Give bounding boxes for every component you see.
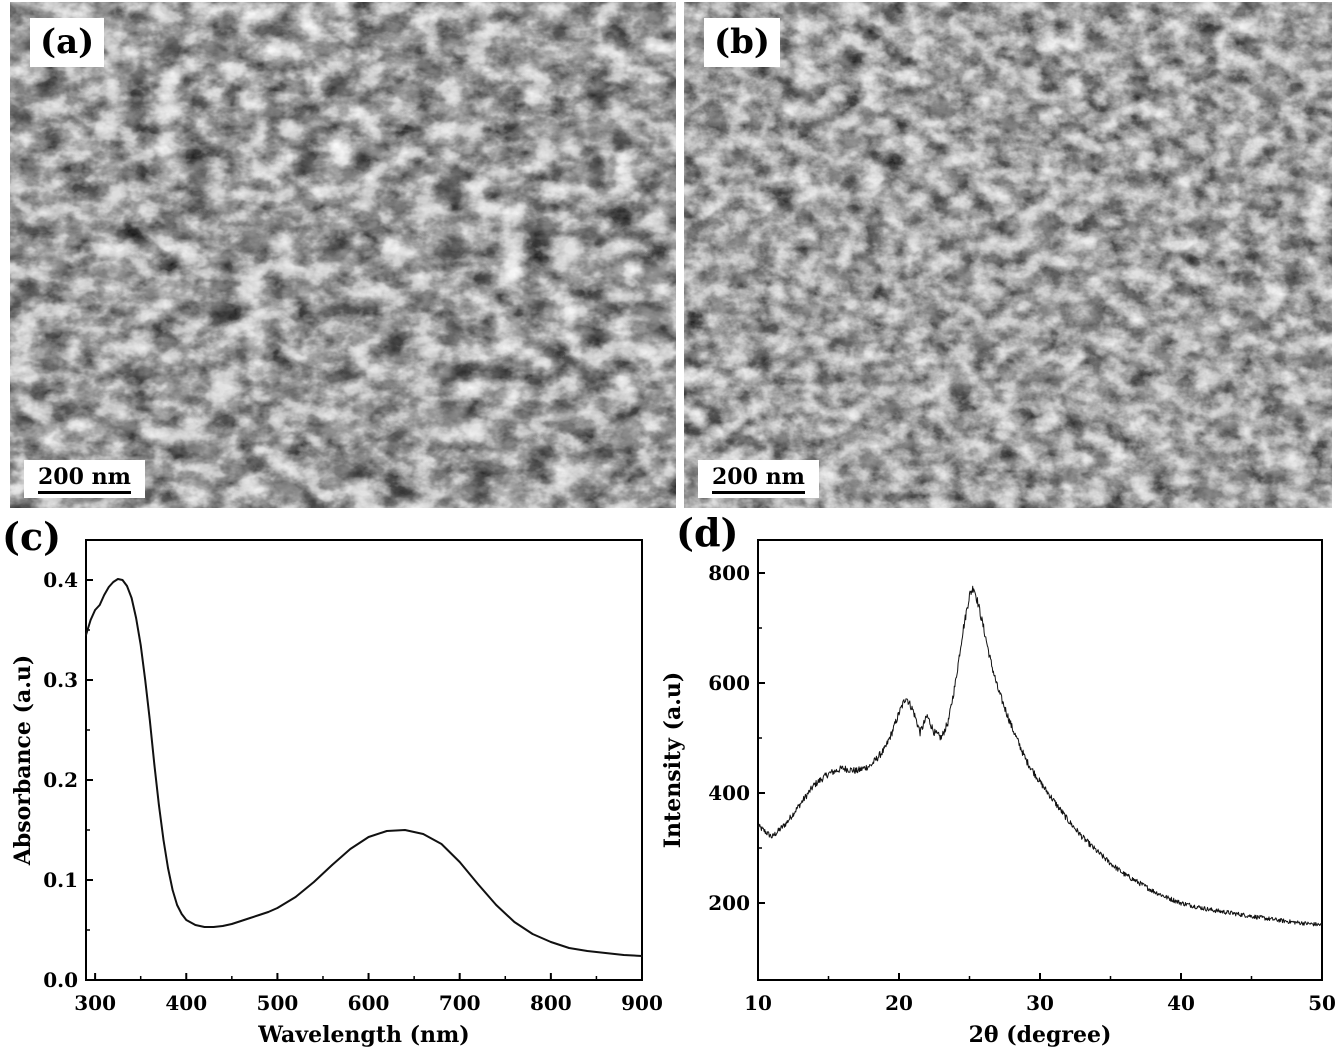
panel-label-b: (b) — [704, 18, 780, 67]
absorbance-x-tick-label: 700 — [439, 991, 481, 1015]
absorbance-data-point — [313, 881, 315, 883]
absorbance-data-point — [139, 644, 142, 646]
absorbance-data-point — [267, 911, 270, 913]
xrd-x-tick-label: 30 — [1026, 991, 1054, 1015]
absorbance-data-point — [94, 609, 96, 611]
xrd-x-tick-label: 20 — [885, 991, 913, 1015]
xrd-data-point — [973, 586, 974, 587]
absorbance-x-axis-label: Wavelength (nm) — [257, 1022, 469, 1048]
absorbance-data-point — [158, 804, 160, 806]
scale-bar-a: 200 nm — [24, 460, 145, 498]
absorbance-data-point — [231, 923, 233, 925]
absorbance-data-point — [477, 883, 479, 885]
absorbance-x-tick-label: 400 — [165, 991, 207, 1015]
absorbance-data-point — [126, 585, 128, 587]
absorbance-data-point — [153, 764, 156, 766]
absorbance-data-point — [367, 836, 370, 838]
absorbance-data-point — [513, 921, 516, 923]
absorbance-data-point — [180, 913, 183, 915]
xrd-y-tick-label: 800 — [708, 561, 750, 585]
absorbance-data-point — [117, 578, 119, 580]
absorbance-x-tick-label: 800 — [530, 991, 572, 1015]
absorbance-data-point — [531, 933, 534, 935]
xrd-x-tick-label: 40 — [1167, 991, 1195, 1015]
absorbance-data-point — [604, 952, 607, 954]
absorbance-data-point — [622, 954, 625, 956]
absorbance-data-point — [176, 904, 178, 906]
absorbance-data-point — [276, 907, 279, 909]
absorbance-data-point — [495, 904, 497, 906]
xrd-data-point — [906, 696, 907, 697]
absorbance-data-point — [135, 617, 137, 619]
absorbance-data-point — [349, 848, 352, 850]
absorbance-data-point — [212, 926, 215, 928]
absorbance-data-point — [149, 719, 151, 721]
absorbance-data-point — [331, 864, 333, 866]
sem-image-b: (b) 200 nm — [684, 2, 1332, 508]
xrd-y-tick-label: 400 — [708, 781, 750, 805]
absorbance-y-axis-label: Absorbance (a.u) — [10, 655, 36, 867]
absorbance-data-point — [385, 830, 388, 832]
sem-texture-b — [684, 2, 1332, 508]
sem-texture-a — [10, 2, 676, 508]
panel-label-a: (a) — [30, 18, 105, 67]
absorbance-data-point — [203, 926, 206, 928]
absorbance-data-point — [144, 679, 147, 681]
absorbance-data-point — [258, 914, 260, 916]
absorbance-data-point — [586, 950, 589, 952]
absorbance-data-point — [568, 947, 570, 949]
absorbance-data-point — [85, 634, 87, 636]
absorbance-data-point — [162, 839, 165, 841]
absorbance-data-point — [240, 920, 242, 922]
absorbance-data-point — [185, 919, 188, 921]
absorbance-data-point — [641, 955, 643, 957]
xrd-x-axis-label: 2θ (degree) — [969, 1022, 1112, 1048]
absorbance-y-tick-label: 0.1 — [43, 868, 78, 892]
absorbance-data-point — [422, 833, 425, 835]
xrd-data-point — [884, 749, 885, 750]
absorbance-data-point — [404, 829, 406, 831]
absorbance-data-point — [167, 867, 169, 869]
scale-bar-text-a: 200 nm — [38, 464, 131, 494]
scale-bar-text-b: 200 nm — [712, 464, 805, 494]
absorbance-data-point — [112, 581, 115, 583]
panel-label-d: (d) — [676, 510, 739, 555]
xrd-y-axis-label: Intensity (a.u) — [660, 672, 686, 849]
xrd-x-tick-label: 10 — [744, 991, 772, 1015]
absorbance-x-tick-label: 900 — [621, 991, 663, 1015]
absorbance-data-point — [294, 896, 297, 898]
absorbance-y-tick-label: 0.0 — [43, 968, 78, 992]
xrd-x-tick-label: 50 — [1308, 991, 1336, 1015]
absorbance-data-point — [550, 941, 552, 943]
absorbance-y-tick-label: 0.4 — [43, 568, 78, 592]
absorbance-y-tick-label: 0.3 — [43, 668, 78, 692]
absorbance-data-point — [98, 604, 101, 606]
absorbance-data-point — [130, 597, 133, 599]
absorbance-data-point — [171, 889, 174, 891]
absorbance-data-point — [458, 861, 461, 863]
panel-label-c: (c) — [2, 514, 62, 559]
absorbance-data-point — [249, 917, 251, 919]
absorbance-data-point — [107, 586, 110, 588]
absorbance-x-tick-label: 300 — [74, 991, 116, 1015]
absorbance-data-point — [103, 594, 106, 596]
xrd-series-line — [757, 585, 1323, 927]
absorbance-x-tick-label: 500 — [257, 991, 299, 1015]
xrd-y-tick-label: 200 — [708, 891, 750, 915]
absorbance-data-point — [194, 924, 197, 926]
scale-bar-b: 200 nm — [698, 460, 819, 498]
xrd-y-tick-label: 600 — [708, 671, 750, 695]
absorbance-data-point — [440, 843, 443, 845]
absorbance-data-point — [221, 925, 224, 927]
absorbance-data-point — [121, 579, 124, 581]
absorbance-data-point — [89, 619, 92, 621]
sem-image-a: (a) 200 nm — [10, 2, 676, 508]
absorbance-x-tick-label: 600 — [348, 991, 390, 1015]
absorbance-y-tick-label: 0.2 — [43, 768, 78, 792]
absorbance-plot-frame — [85, 539, 643, 981]
